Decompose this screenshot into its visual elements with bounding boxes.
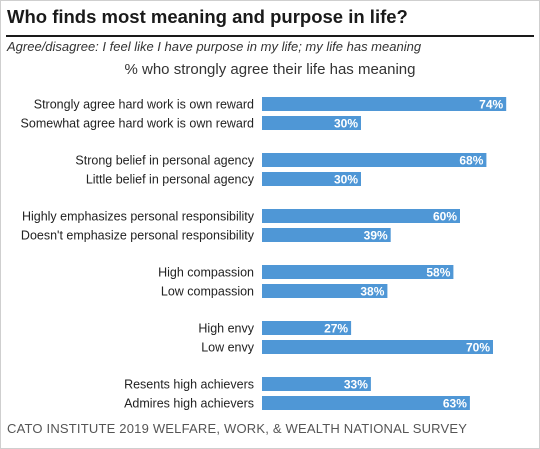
category-label-strong-belief-in-personal-agency: Strong belief in personal agency: [75, 154, 254, 168]
category-label-low-envy: Low envy: [201, 341, 255, 355]
value-label-low-compassion: 38%: [360, 285, 384, 299]
bar-doesn-t-emphasize-personal-responsibility: [262, 228, 391, 242]
bar-resents-high-achievers: [262, 377, 371, 391]
category-label-high-envy: High envy: [198, 322, 254, 336]
bar-low-compassion: [262, 284, 388, 298]
category-label-highly-emphasizes-personal-responsibility: Highly emphasizes personal responsibilit…: [22, 210, 255, 224]
category-label-doesn-t-emphasize-personal-responsibility: Doesn't emphasize personal responsibilit…: [21, 229, 255, 243]
value-label-strong-belief-in-personal-agency: 68%: [459, 154, 483, 168]
bar-somewhat-agree-hard-work-is-own-reward: [262, 116, 361, 130]
category-label-resents-high-achievers: Resents high achievers: [124, 378, 254, 392]
value-label-high-compassion: 58%: [426, 266, 450, 280]
bar-little-belief-in-personal-agency: [262, 172, 361, 186]
source-note: CATO INSTITUTE 2019 WELFARE, WORK, & WEA…: [7, 421, 468, 436]
value-label-little-belief-in-personal-agency: 30%: [334, 173, 358, 187]
value-label-strongly-agree-hard-work-is-own-reward: 74%: [479, 98, 503, 112]
value-label-doesn-t-emphasize-personal-responsibility: 39%: [364, 229, 388, 243]
bar-low-envy: [262, 340, 493, 354]
value-label-high-envy: 27%: [324, 322, 348, 336]
category-label-strongly-agree-hard-work-is-own-reward: Strongly agree hard work is own reward: [34, 98, 254, 112]
bar-high-envy: [262, 321, 352, 335]
bar-high-compassion: [262, 265, 454, 279]
value-label-somewhat-agree-hard-work-is-own-reward: 30%: [334, 117, 358, 131]
category-label-little-belief-in-personal-agency: Little belief in personal agency: [86, 173, 255, 187]
page-title: Who finds most meaning and purpose in li…: [7, 6, 408, 27]
page-subtitle: Agree/disagree: I feel like I have purpo…: [7, 39, 422, 54]
category-label-admires-high-achievers: Admires high achievers: [124, 397, 254, 411]
bar-strongly-agree-hard-work-is-own-reward: [262, 97, 507, 111]
value-label-admires-high-achievers: 63%: [443, 397, 467, 411]
bar-strong-belief-in-personal-agency: [262, 153, 487, 167]
bar-highly-emphasizes-personal-responsibility: [262, 209, 460, 223]
value-label-low-envy: 70%: [466, 341, 490, 355]
category-label-low-compassion: Low compassion: [161, 285, 254, 299]
category-label-somewhat-agree-hard-work-is-own-reward: Somewhat agree hard work is own reward: [21, 117, 254, 131]
chart-title: % who strongly agree their life has mean…: [124, 61, 416, 78]
bar-admires-high-achievers: [262, 396, 470, 410]
title-divider: [6, 35, 534, 37]
value-label-highly-emphasizes-personal-responsibility: 60%: [433, 210, 457, 224]
value-label-resents-high-achievers: 33%: [344, 378, 368, 392]
category-label-high-compassion: High compassion: [158, 266, 254, 280]
